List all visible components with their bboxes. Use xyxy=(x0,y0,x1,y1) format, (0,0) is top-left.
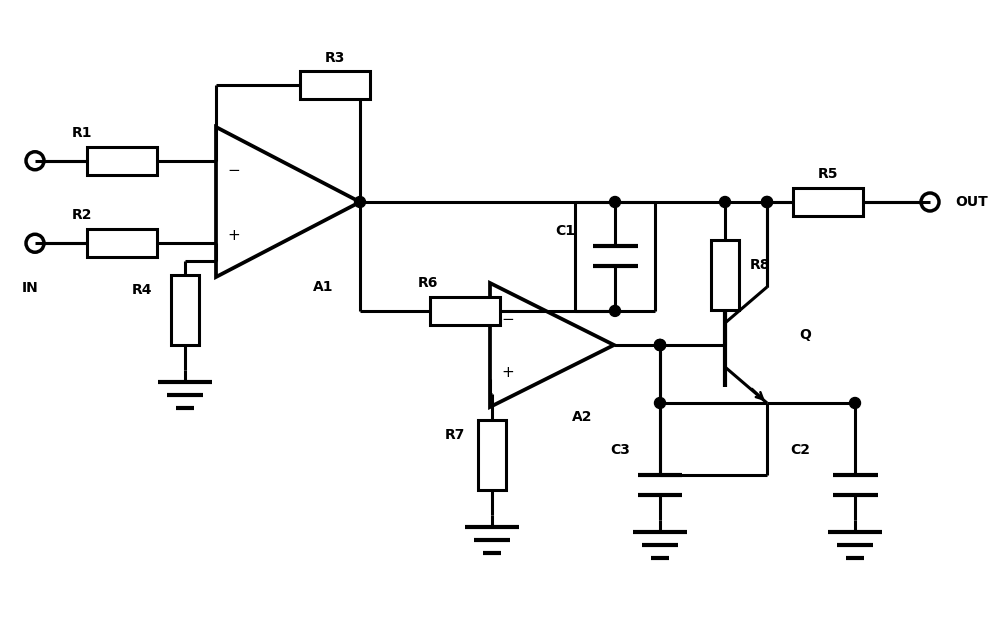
Bar xyxy=(793,188,863,216)
Text: $+$: $+$ xyxy=(227,228,241,243)
Circle shape xyxy=(850,397,861,409)
Text: OUT: OUT xyxy=(955,195,988,209)
Text: R1: R1 xyxy=(72,126,92,140)
Bar xyxy=(711,240,739,310)
Circle shape xyxy=(762,197,772,208)
Text: R8: R8 xyxy=(750,258,770,272)
Bar xyxy=(171,275,199,345)
Text: R3: R3 xyxy=(325,51,345,65)
Circle shape xyxy=(654,397,666,409)
Text: A1: A1 xyxy=(313,280,333,294)
Text: R2: R2 xyxy=(72,208,92,222)
Text: $+$: $+$ xyxy=(501,365,515,381)
Circle shape xyxy=(610,197,620,208)
Circle shape xyxy=(610,306,620,316)
Bar xyxy=(478,420,506,490)
Text: R4: R4 xyxy=(132,283,152,297)
Circle shape xyxy=(720,197,730,208)
Text: R5: R5 xyxy=(818,167,838,181)
Circle shape xyxy=(654,340,666,350)
Text: $-$: $-$ xyxy=(501,309,515,325)
Text: $-$: $-$ xyxy=(227,161,241,175)
Circle shape xyxy=(762,197,772,208)
Text: C3: C3 xyxy=(610,443,630,457)
Text: A2: A2 xyxy=(572,410,592,424)
Bar xyxy=(87,229,157,257)
Text: Q: Q xyxy=(799,328,811,342)
Circle shape xyxy=(654,340,666,350)
Circle shape xyxy=(654,340,666,350)
Bar xyxy=(87,147,157,175)
Text: C2: C2 xyxy=(790,443,810,457)
Text: R7: R7 xyxy=(445,428,465,442)
Text: IN: IN xyxy=(22,281,38,295)
Text: R6: R6 xyxy=(418,276,438,290)
Bar xyxy=(430,297,500,325)
Bar xyxy=(300,71,370,99)
Text: C1: C1 xyxy=(555,224,575,239)
Circle shape xyxy=(354,197,365,208)
